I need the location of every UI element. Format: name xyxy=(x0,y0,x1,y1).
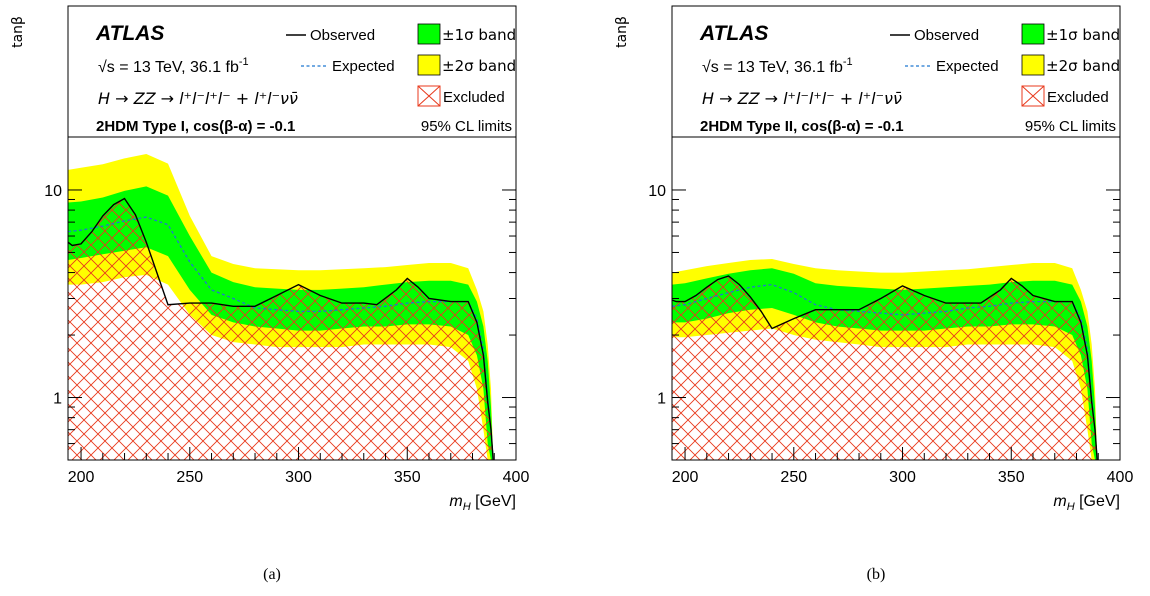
legend-band1-label: ±1σ band xyxy=(1046,26,1120,44)
process-label: H → ZZ → l⁺l⁻l⁺l⁻ + l⁺l⁻νν̄ xyxy=(702,89,902,108)
energy-label: √s = 13 TeV, 36.1 fb-1 xyxy=(98,56,249,76)
y-axis-title: tanβ xyxy=(614,16,630,48)
legend-expected-label: Expected xyxy=(936,58,999,75)
legend-observed-label: Observed xyxy=(310,27,375,44)
observed-line xyxy=(672,275,1098,460)
x-tick-label: 350 xyxy=(394,469,421,486)
y-axis: 1 10 xyxy=(648,183,1120,461)
x-axis-title: mH [GeV] xyxy=(1053,493,1120,513)
x-tick-label: 200 xyxy=(672,469,699,486)
legend-excluded-hatch xyxy=(1021,85,1045,107)
experiment-label: ATLAS xyxy=(699,22,768,45)
x-axis-title-subscript: H xyxy=(463,501,471,513)
expected-line xyxy=(672,283,1098,460)
y-tick-label: 1 xyxy=(53,391,62,408)
x-tick-label: 300 xyxy=(889,469,916,486)
chart-title: 2HDM Type I, cos(β-α) = -0.1 xyxy=(96,118,295,135)
energy-text: √s = 13 TeV, 36.1 fb xyxy=(98,59,239,76)
x-axis-title-unit: [GeV] xyxy=(1075,493,1120,510)
experiment-label: ATLAS xyxy=(95,22,164,45)
x-tick-label: 300 xyxy=(285,469,312,486)
energy-text: √s = 13 TeV, 36.1 fb xyxy=(702,59,843,76)
x-axis: 200 250 300 350 400 xyxy=(68,447,530,486)
y-axis: 1 10 xyxy=(44,183,516,461)
chart-panel-a: 200 250 300 350 400 mH [GeV] 1 10 tanβ ATLAS √s = … xyxy=(0,0,560,520)
chart-title: 2HDM Type II, cos(β-α) = -0.1 xyxy=(700,118,904,135)
x-tick-label: 400 xyxy=(1107,469,1134,486)
x-axis-title: mH [GeV] xyxy=(449,493,516,513)
legend-excluded-label: Excluded xyxy=(1047,89,1109,106)
legend-excluded-label: Excluded xyxy=(443,89,505,106)
observed-line xyxy=(68,197,494,460)
caption-a: (a) xyxy=(263,566,281,583)
y-tick-label: 10 xyxy=(44,183,62,200)
x-axis-title-subscript: H xyxy=(1067,501,1075,513)
excluded-region xyxy=(68,198,494,460)
plot-area xyxy=(672,259,1098,460)
x-axis-title-symbol: m xyxy=(449,493,462,510)
legend-band1-swatch xyxy=(1021,23,1045,45)
x-tick-label: 350 xyxy=(998,469,1025,486)
plot-frame xyxy=(671,5,1121,461)
legend-band1-label: ±1σ band xyxy=(442,26,516,44)
legend-band2-label: ±2σ band xyxy=(442,57,516,75)
legend-band2-swatch xyxy=(1021,54,1045,76)
cl-label: 95% CL limits xyxy=(421,118,512,135)
y-tick-label: 10 xyxy=(648,183,666,200)
plot-area xyxy=(68,154,494,460)
process-label: H → ZZ → l⁺l⁻l⁺l⁻ + l⁺l⁻νν̄ xyxy=(98,89,298,108)
x-tick-label: 250 xyxy=(176,469,203,486)
x-axis-title-unit: [GeV] xyxy=(471,493,516,510)
y-axis-title: tanβ xyxy=(10,16,26,48)
chart-a: 200 250 300 350 400 mH [GeV] 1 10 tanβ ATLAS √s = … xyxy=(10,5,530,513)
legend: Observed Expected ±1σ band ±2σ band Excluded xyxy=(890,23,1120,107)
x-axis-title-symbol: m xyxy=(1053,493,1066,510)
chart-panel-b: 200 250 300 350 400 mH [GeV] 1 10 tanβ ATLAS √s = … xyxy=(604,0,1150,520)
x-axis: 200 250 300 350 400 xyxy=(672,447,1134,486)
legend-expected-label: Expected xyxy=(332,58,395,75)
chart-b: 200 250 300 350 400 mH [GeV] 1 10 tanβ ATLAS √s = … xyxy=(614,5,1134,513)
lumi-exponent: -1 xyxy=(239,56,249,68)
excluded-region xyxy=(672,276,1098,460)
legend-excluded-hatch xyxy=(417,85,441,107)
cl-label: 95% CL limits xyxy=(1025,118,1116,135)
legend-band1-swatch xyxy=(417,23,441,45)
legend-observed-label: Observed xyxy=(914,27,979,44)
caption-b: (b) xyxy=(866,566,886,583)
x-tick-label: 400 xyxy=(503,469,530,486)
y-tick-label: 1 xyxy=(657,391,666,408)
x-tick-label: 200 xyxy=(68,469,95,486)
legend-band2-label: ±2σ band xyxy=(1046,57,1120,75)
expected-line xyxy=(68,216,494,460)
legend: Observed Expected ±1σ band ±2σ band Excluded xyxy=(286,23,516,107)
energy-label: √s = 13 TeV, 36.1 fb-1 xyxy=(702,56,853,76)
lumi-exponent: -1 xyxy=(843,56,853,68)
plot-frame xyxy=(67,5,517,461)
x-tick-label: 250 xyxy=(780,469,807,486)
legend-band2-swatch xyxy=(417,54,441,76)
